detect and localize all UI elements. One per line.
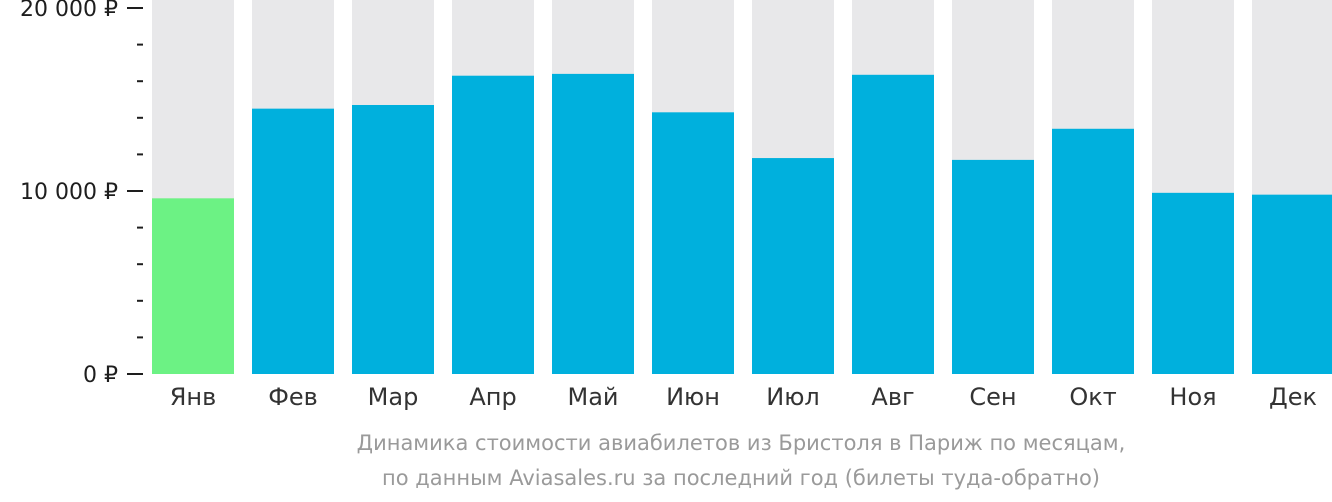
y-tick-label: 10 000 ₽ (20, 180, 118, 205)
price-chart: 0 ₽ 10 000 ₽ 20 000 ₽ Янв Фев Мар Апр Май Июн Ию… (20, 0, 1332, 411)
bars (152, 73, 1332, 375)
x-tick-label: Июн (666, 383, 720, 411)
bar-12[interactable] (1252, 194, 1332, 374)
bar-3[interactable] (352, 104, 434, 375)
x-tick-label: Мар (368, 383, 419, 411)
x-axis-labels: Янв Фев Мар Апр Май Июн Июл Авг Сен Окт Ноя Дек (170, 383, 1317, 411)
x-tick-label: Апр (469, 383, 516, 411)
x-tick-label: Июл (766, 383, 820, 411)
chart-caption-line-2: по данным Aviasales.ru за последний год … (382, 466, 1100, 490)
bar-2[interactable] (252, 108, 334, 375)
x-tick-label: Май (567, 383, 618, 411)
y-tick-label: 20 000 ₽ (20, 0, 118, 22)
bar-8[interactable] (852, 74, 934, 375)
x-tick-label: Сен (969, 383, 1016, 411)
bar-9[interactable] (952, 159, 1034, 374)
y-tick-label: 0 ₽ (83, 363, 118, 388)
chart-caption-line-1: Динамика стоимости авиабилетов из Бристо… (356, 431, 1126, 455)
bar-4[interactable] (452, 75, 534, 375)
x-tick-label: Фев (268, 383, 318, 411)
bar-10[interactable] (1052, 128, 1134, 374)
bar-6[interactable] (652, 112, 734, 374)
bar-11[interactable] (1152, 192, 1234, 374)
x-tick-label: Янв (170, 383, 217, 411)
x-tick-label: Окт (1069, 383, 1116, 411)
bar-5[interactable] (552, 73, 634, 374)
bar-7[interactable] (752, 158, 834, 374)
y-axis: 0 ₽ 10 000 ₽ 20 000 ₽ (20, 0, 143, 388)
x-tick-label: Дек (1269, 383, 1317, 411)
x-tick-label: Ноя (1169, 383, 1216, 411)
x-tick-label: Авг (871, 383, 914, 411)
bar-1[interactable] (152, 198, 234, 374)
